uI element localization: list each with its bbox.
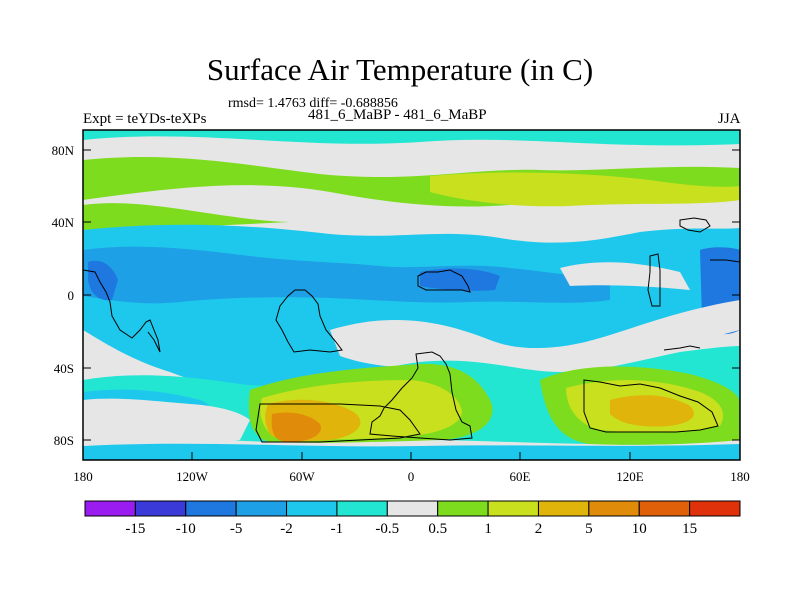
colorbar-swatch [537,500,590,517]
field-bottom-strip [83,443,740,460]
colorbar [84,500,741,517]
colorbar-labels: -15 -10 -5 -2 -1 -0.5 0.5 1 2 5 10 15 [125,521,697,537]
colorbar-swatch [437,500,489,517]
case-label: 481_6_MaBP - 481_6_MaBP [308,107,487,123]
outline-africa [275,289,343,353]
outline-island-1 [647,253,661,307]
temperature-field [83,130,740,460]
colorbar-swatch [638,500,691,517]
outline-americas-west [83,269,161,353]
colorbar-swatch [588,500,640,517]
colorbar-swatch [84,500,136,517]
lat-tick-label: 80S [54,433,74,448]
lat-tick-label: 80N [52,143,75,158]
lon-tick-label: 180 [730,469,750,484]
axis-ticks [83,149,740,460]
outline-east-coast [710,259,740,263]
colorbar-label: -15 [125,521,145,537]
field-south-darkorange [271,412,321,442]
lon-tick-label: 60W [289,469,315,484]
lon-tick-label: 60E [510,469,531,484]
field-north-yellowgreen [430,172,740,207]
lon-tick-label: 120E [616,469,644,484]
season-label: JJA [718,111,741,127]
colorbar-swatch [235,500,288,517]
outline-antarctica-west [255,403,421,443]
colorbar-label: 2 [535,521,543,537]
lon-tick-label: 0 [408,469,415,484]
colorbar-label: -5 [230,521,243,537]
colorbar-swatch [185,500,237,517]
colorbar-swatch [386,500,439,517]
outline-indonesia-1 [417,269,471,293]
colorbar-swatch [134,500,187,517]
stats-line: rmsd= 1.4763 diff= -0.688856 [228,96,398,111]
outline-island-2 [679,217,711,233]
lon-tick-label: 180 [73,469,93,484]
colorbar-label: 5 [585,521,593,537]
colorbar-swatch [336,500,388,517]
field-white-patch [560,262,690,290]
lon-tick-label: 120W [176,469,209,484]
colorbar-label: 1 [484,521,492,537]
field-arctic-cyan [83,130,740,146]
lon-tick-labels: 180 120W 60W 0 60E 120E 180 [73,469,750,484]
colorbar-swatch [286,500,338,517]
colorbar-label: -0.5 [375,521,399,537]
lat-tick-labels: 80N 40N 0 40S 80S [52,143,75,448]
outline-south-coast [663,345,701,351]
colorbar-label: 0.5 [428,521,447,537]
field-sw-gray [83,398,250,446]
colorbar-label: 15 [682,521,697,537]
lat-tick-label: 40N [52,215,75,230]
continent-outlines [83,217,740,443]
outline-antarctica-lobe [369,351,473,441]
field-nw-green [83,203,290,232]
outline-antarctica-east [583,379,719,433]
field-south-orange-2 [610,395,694,427]
field-blue-patch-1 [420,268,500,291]
plot-title: Surface Air Temperature (in C) [206,52,594,87]
colorbar-swatch [487,500,539,517]
field-white-band [330,300,740,371]
colorbar-swatch [689,500,741,517]
field-blue-patch-2 [88,260,118,301]
colorbar-label: -1 [331,521,344,537]
lat-tick-label: 40S [54,361,74,376]
colorbar-label: -2 [280,521,293,537]
colorbar-label: -10 [176,521,196,537]
colorbar-label: 10 [632,521,647,537]
lat-tick-label: 0 [68,288,75,303]
experiment-label: Expt = teYDs-teXPs [83,111,207,127]
